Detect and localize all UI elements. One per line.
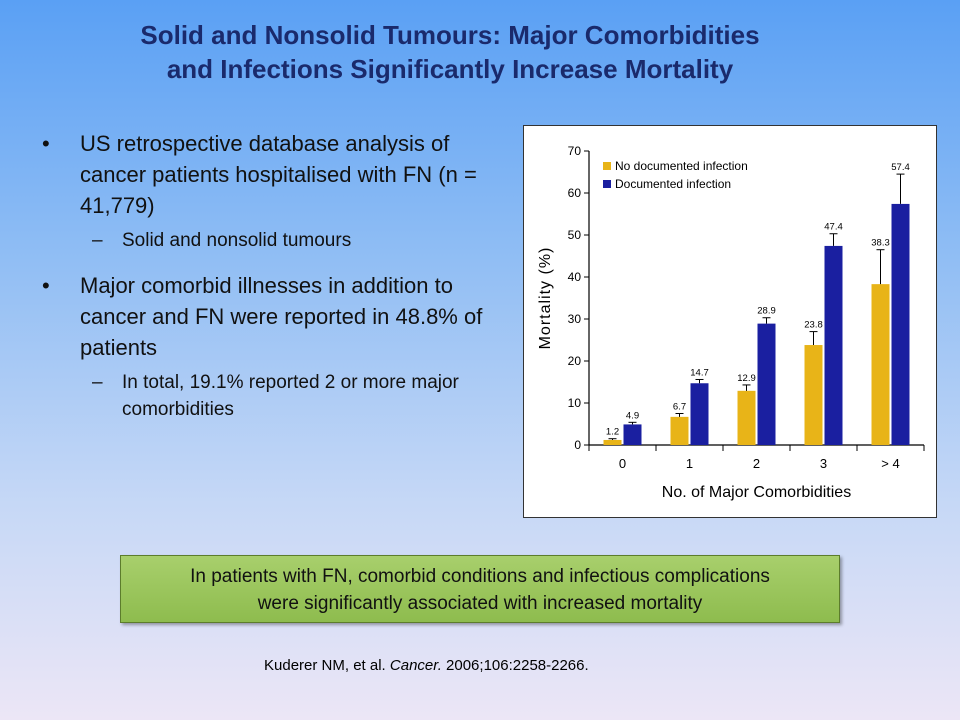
bullet-text: US retrospective database analysis of ca… [80,131,477,218]
x-tick-label: > 4 [881,456,899,471]
title-line-1: Solid and Nonsolid Tumours: Major Comorb… [140,20,760,50]
data-label: 6.7 [673,402,686,413]
mortality-bar-chart: 0 10 20 30 40 50 60 70 0 1 2 3 > 4 1.2 6.7 12.9 23.8 38.3… [523,125,937,518]
slide-title: Solid and Nonsolid Tumours: Major Comorb… [40,18,860,86]
dash-icon: – [92,230,103,251]
bar [871,284,890,445]
y-tick-label: 10 [568,396,582,410]
bullet-icon: • [42,273,50,298]
callout-line-1: In patients with FN, comorbid conditions… [190,566,770,587]
bar [603,439,622,445]
y-tick-label: 20 [568,354,582,368]
dash-icon: – [92,372,103,393]
bullet-icon: • [42,131,50,156]
legend-swatch [603,180,611,188]
title-line-2: and Infections Significantly Increase Mo… [166,54,734,84]
data-label: 4.9 [626,410,639,421]
bar [670,416,689,445]
bar [824,245,843,445]
y-tick-label: 50 [568,228,582,242]
sub-bullet-text: Solid and nonsolid tumours [122,230,352,251]
conclusion-callout: In patients with FN, comorbid conditions… [120,555,840,623]
citation-details: 2006;106:2258-2266. [441,657,589,674]
x-tick-label: 0 [619,456,626,471]
bar [737,390,756,445]
y-tick-label: 30 [568,312,582,326]
bullet-list: • US retrospective database analysis of … [40,128,500,439]
data-label: 23.8 [804,320,823,331]
bar [804,345,823,445]
data-label: 1.2 [606,427,619,438]
data-label: 28.9 [757,306,776,317]
y-tick-label: 0 [574,438,581,452]
y-axis-title: Mortality (%) [537,247,554,350]
sub-bullet-item-2: – In total, 19.1% reported 2 or more maj… [40,369,500,423]
citation-authors: Kuderer NM, et al. [264,657,390,674]
data-label: 14.7 [690,367,709,378]
x-tick-label: 1 [686,456,693,471]
bar [690,383,709,445]
x-tick-label: 3 [820,456,827,471]
x-tick-label: 2 [753,456,760,471]
bullet-text: Major comorbid illnesses in addition to … [80,273,483,360]
x-axis-title: No. of Major Comorbidities [662,484,851,501]
bar [623,424,642,445]
legend-swatch [603,162,611,170]
sub-bullet-text: In total, 19.1% reported 2 or more major… [122,372,459,420]
y-tick-label: 70 [568,144,582,158]
data-label: 47.4 [824,222,843,233]
callout-line-2: were significantly associated with incre… [257,593,703,614]
data-label: 57.4 [891,162,910,173]
bar [891,203,910,445]
sub-bullet-item-1: – Solid and nonsolid tumours [40,227,500,254]
data-label: 12.9 [737,373,756,384]
bullet-item-2: • Major comorbid illnesses in addition t… [40,270,500,363]
y-tick-label: 60 [568,186,582,200]
bar [757,323,776,445]
citation-journal: Cancer. [389,657,442,674]
bullet-item-1: • US retrospective database analysis of … [40,128,500,221]
legend-label: No documented infection [615,159,748,173]
data-label: 38.3 [871,238,890,249]
citation: Kuderer NM, et al. Cancer. 2006;106:2258… [264,657,589,674]
y-tick-label: 40 [568,270,582,284]
legend-label: Documented infection [615,177,731,191]
chart-svg: 0 10 20 30 40 50 60 70 0 1 2 3 > 4 1.2 6.7 12.9 23.8 38.3… [537,144,925,501]
